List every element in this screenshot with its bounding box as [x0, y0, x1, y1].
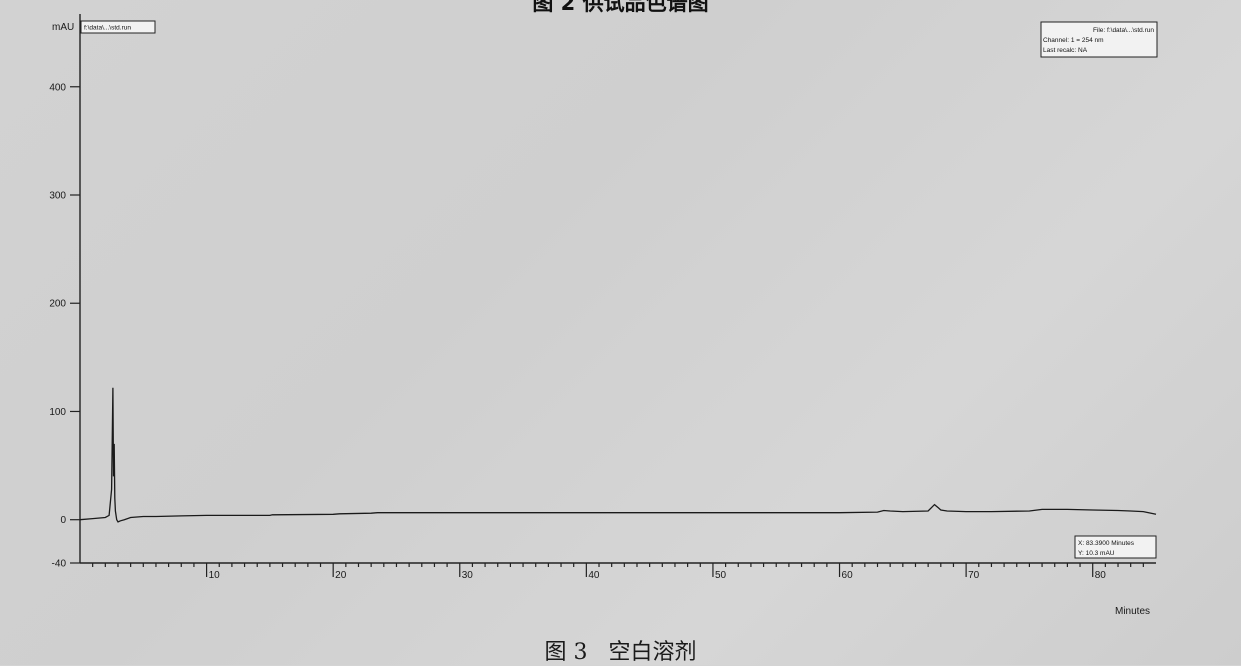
info-file-text: File: f:\data\...\std.run [1093, 27, 1154, 34]
caption-number: 图 3 [544, 640, 588, 665]
y-tick-label: 0 [60, 515, 66, 526]
info-channel-text: Channel: 1 = 254 nm [1043, 37, 1104, 44]
y-tick-label: 300 [49, 191, 66, 202]
x-tick-label: 60 [842, 570, 854, 581]
y-tick-label: -40 [52, 559, 67, 570]
info-recalc-text: Last recalc: NA [1043, 47, 1088, 54]
info-box-top-right: File: f:\data\...\std.run Channel: 1 = 2… [1040, 21, 1158, 58]
x-tick-label: 40 [588, 570, 600, 581]
previous-figure-title-cutoff: 图 2 供试品色谱图 [532, 0, 709, 15]
x-tick-label: 20 [335, 570, 347, 581]
y-axis-label: mAU [52, 22, 74, 33]
x-tick-label: 80 [1095, 570, 1107, 581]
y-tick-label: 100 [49, 407, 66, 418]
cursor-y-readout: Y: 10.3 mAU [1078, 550, 1115, 557]
x-tick-label: 50 [715, 570, 727, 581]
figure-caption: 图 3 空白溶剂 [0, 634, 1241, 666]
chromatogram-trace-0 [79, 387, 1157, 523]
y-tick-label: 400 [49, 82, 66, 93]
cursor-x-readout: X: 83.3900 Minutes [1078, 540, 1135, 547]
info-box-top-left: f:\data\...\std.run [80, 20, 156, 34]
x-tick-label: 70 [968, 570, 980, 581]
info-top-left-text: f:\data\...\std.run [84, 25, 131, 32]
x-axis-label: Minutes [1115, 606, 1150, 617]
y-tick-label: 200 [49, 299, 66, 310]
x-tick-label: 10 [209, 570, 221, 581]
x-tick-label: 30 [462, 570, 474, 581]
cursor-readout-box: X: 83.3900 Minutes Y: 10.3 mAU [1074, 535, 1157, 559]
caption-title: 空白溶剂 [608, 640, 697, 665]
